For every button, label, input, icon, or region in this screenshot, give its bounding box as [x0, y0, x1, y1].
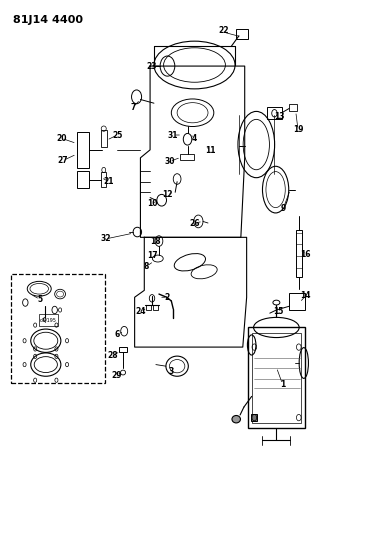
Text: 5: 5	[37, 295, 42, 304]
Text: 14: 14	[300, 291, 311, 300]
Bar	[146, 305, 151, 310]
Bar	[296, 230, 302, 277]
Text: 22: 22	[218, 26, 229, 35]
Text: 12: 12	[162, 190, 173, 199]
Text: 20: 20	[56, 134, 67, 143]
Text: 23: 23	[147, 62, 157, 70]
Text: 8: 8	[144, 262, 149, 271]
Text: o5J195: o5J195	[40, 318, 57, 322]
Ellipse shape	[232, 416, 240, 423]
Bar	[236, 29, 248, 38]
Text: 6: 6	[115, 330, 120, 339]
Text: 2: 2	[165, 293, 170, 302]
Text: 19: 19	[293, 125, 303, 134]
Text: 28: 28	[107, 351, 118, 360]
Bar	[101, 172, 107, 187]
Text: 30: 30	[164, 157, 175, 166]
Bar	[77, 132, 89, 168]
Bar	[11, 274, 105, 383]
Bar	[251, 414, 258, 421]
Text: 11: 11	[205, 147, 215, 156]
Text: 1: 1	[280, 379, 285, 389]
Text: 9: 9	[281, 204, 286, 213]
Bar	[101, 130, 107, 147]
Bar	[248, 327, 305, 428]
Text: 18: 18	[151, 237, 161, 246]
Text: 13: 13	[274, 112, 285, 122]
Text: 31: 31	[168, 131, 179, 140]
Text: 25: 25	[112, 131, 123, 140]
Bar	[39, 314, 58, 326]
Bar	[289, 293, 305, 310]
Bar	[289, 104, 297, 111]
Text: 81J14 4400: 81J14 4400	[13, 14, 83, 25]
Text: 21: 21	[103, 177, 114, 186]
Text: 10: 10	[147, 199, 157, 208]
Bar	[180, 154, 194, 160]
Text: 24: 24	[135, 307, 145, 316]
Text: 16: 16	[300, 251, 311, 260]
Text: 29: 29	[111, 370, 122, 379]
Text: 32: 32	[100, 235, 111, 244]
Bar	[267, 108, 282, 119]
Text: 4: 4	[192, 134, 197, 143]
Text: 3: 3	[169, 367, 174, 376]
Bar	[119, 347, 127, 352]
Bar	[77, 171, 89, 188]
Bar	[252, 333, 301, 423]
Bar	[153, 305, 158, 310]
Text: 26: 26	[189, 219, 200, 228]
Text: 7: 7	[130, 103, 135, 112]
Text: 17: 17	[147, 252, 157, 261]
Text: 27: 27	[58, 156, 68, 165]
Text: 15: 15	[273, 307, 284, 316]
